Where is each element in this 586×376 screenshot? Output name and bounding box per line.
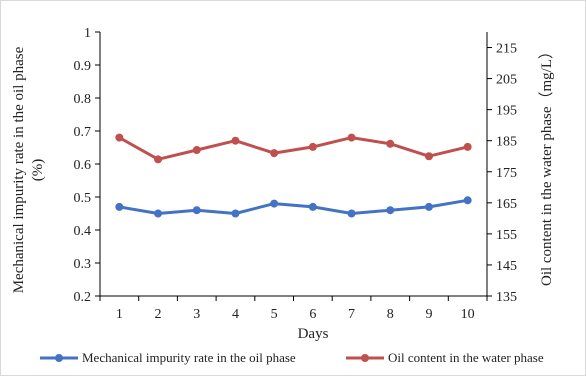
legend: Mechanical impurity rate in the oil phas…: [40, 350, 544, 365]
right-tick-label: 155: [496, 228, 517, 243]
left-tick-label: 1: [84, 26, 91, 41]
right-tick-label: 195: [496, 104, 517, 119]
data-point-oil-content: [386, 139, 395, 148]
legend-marker-oil-content: [361, 354, 369, 362]
x-tick-label: 10: [461, 307, 475, 322]
data-point-oil-content: [270, 149, 279, 158]
data-point-impurity: [386, 206, 395, 215]
data-point-impurity: [231, 209, 240, 218]
right-tick-label: 165: [496, 197, 517, 212]
x-axis-title: Days: [298, 326, 329, 342]
series-line-impurity: [119, 198, 468, 215]
series-markers: [115, 133, 472, 218]
legend-label-impurity: Mechanical impurity rate in the oil phas…: [82, 350, 296, 365]
x-tick-label: 8: [387, 307, 394, 322]
left-tick-label: 0.2: [74, 290, 92, 305]
data-point-oil-content: [424, 152, 433, 161]
right-tick-label: 135: [496, 290, 517, 305]
data-point-oil-content: [231, 136, 240, 145]
data-point-impurity: [115, 202, 124, 211]
data-point-oil-content: [347, 133, 356, 142]
x-tick-label: 4: [232, 307, 239, 322]
right-axis-title: Oil content in the water phase（mg/L）: [538, 44, 555, 286]
left-tick-label: 0.3: [74, 257, 92, 272]
legend-label-oil-content: Oil content in the water phase: [388, 350, 544, 365]
right-tick-label: 185: [496, 135, 517, 150]
right-tick-label: 215: [496, 42, 517, 57]
left-tick-label: 0.6: [74, 158, 92, 173]
x-tick-label: 9: [425, 307, 432, 322]
x-tick-label: 5: [271, 307, 278, 322]
data-point-impurity: [463, 196, 472, 205]
data-point-oil-content: [463, 142, 472, 151]
series-lines: [118, 136, 468, 215]
legend-item-oil-content: Oil content in the water phase: [346, 350, 544, 365]
right-tick-label: 175: [496, 166, 517, 181]
left-tick-label: 0.9: [74, 59, 92, 74]
tick-labels: 0.20.30.40.50.60.70.80.91135145155165175…: [74, 26, 518, 322]
left-tick-label: 0.8: [74, 92, 92, 107]
legend-item-impurity: Mechanical impurity rate in the oil phas…: [40, 350, 296, 365]
data-point-oil-content: [308, 142, 317, 151]
x-tick-label: 1: [116, 307, 123, 322]
legend-marker-impurity: [55, 354, 63, 362]
left-axis-title-line2: (%): [30, 159, 46, 182]
data-point-impurity: [154, 209, 163, 218]
data-point-impurity: [424, 202, 433, 211]
x-tick-label: 6: [309, 307, 316, 322]
right-tick-label: 145: [496, 259, 517, 274]
data-point-impurity: [308, 202, 317, 211]
left-tick-label: 0.7: [74, 125, 92, 140]
axes: [95, 31, 492, 301]
data-point-oil-content: [154, 155, 163, 164]
left-axis-title-line1: Mechanical impurity rate in the oil phas…: [11, 46, 27, 293]
data-point-impurity: [270, 199, 279, 208]
x-tick-label: 7: [348, 307, 355, 322]
x-tick-label: 2: [155, 307, 162, 322]
data-point-oil-content: [192, 146, 201, 155]
data-point-oil-content: [115, 133, 124, 142]
x-tick-label: 3: [193, 307, 200, 322]
data-point-impurity: [347, 209, 356, 218]
data-point-impurity: [192, 206, 201, 215]
right-tick-label: 205: [496, 73, 517, 88]
left-tick-label: 0.4: [74, 224, 92, 239]
series-line-oil-content: [118, 136, 468, 161]
left-tick-label: 0.5: [74, 191, 92, 206]
